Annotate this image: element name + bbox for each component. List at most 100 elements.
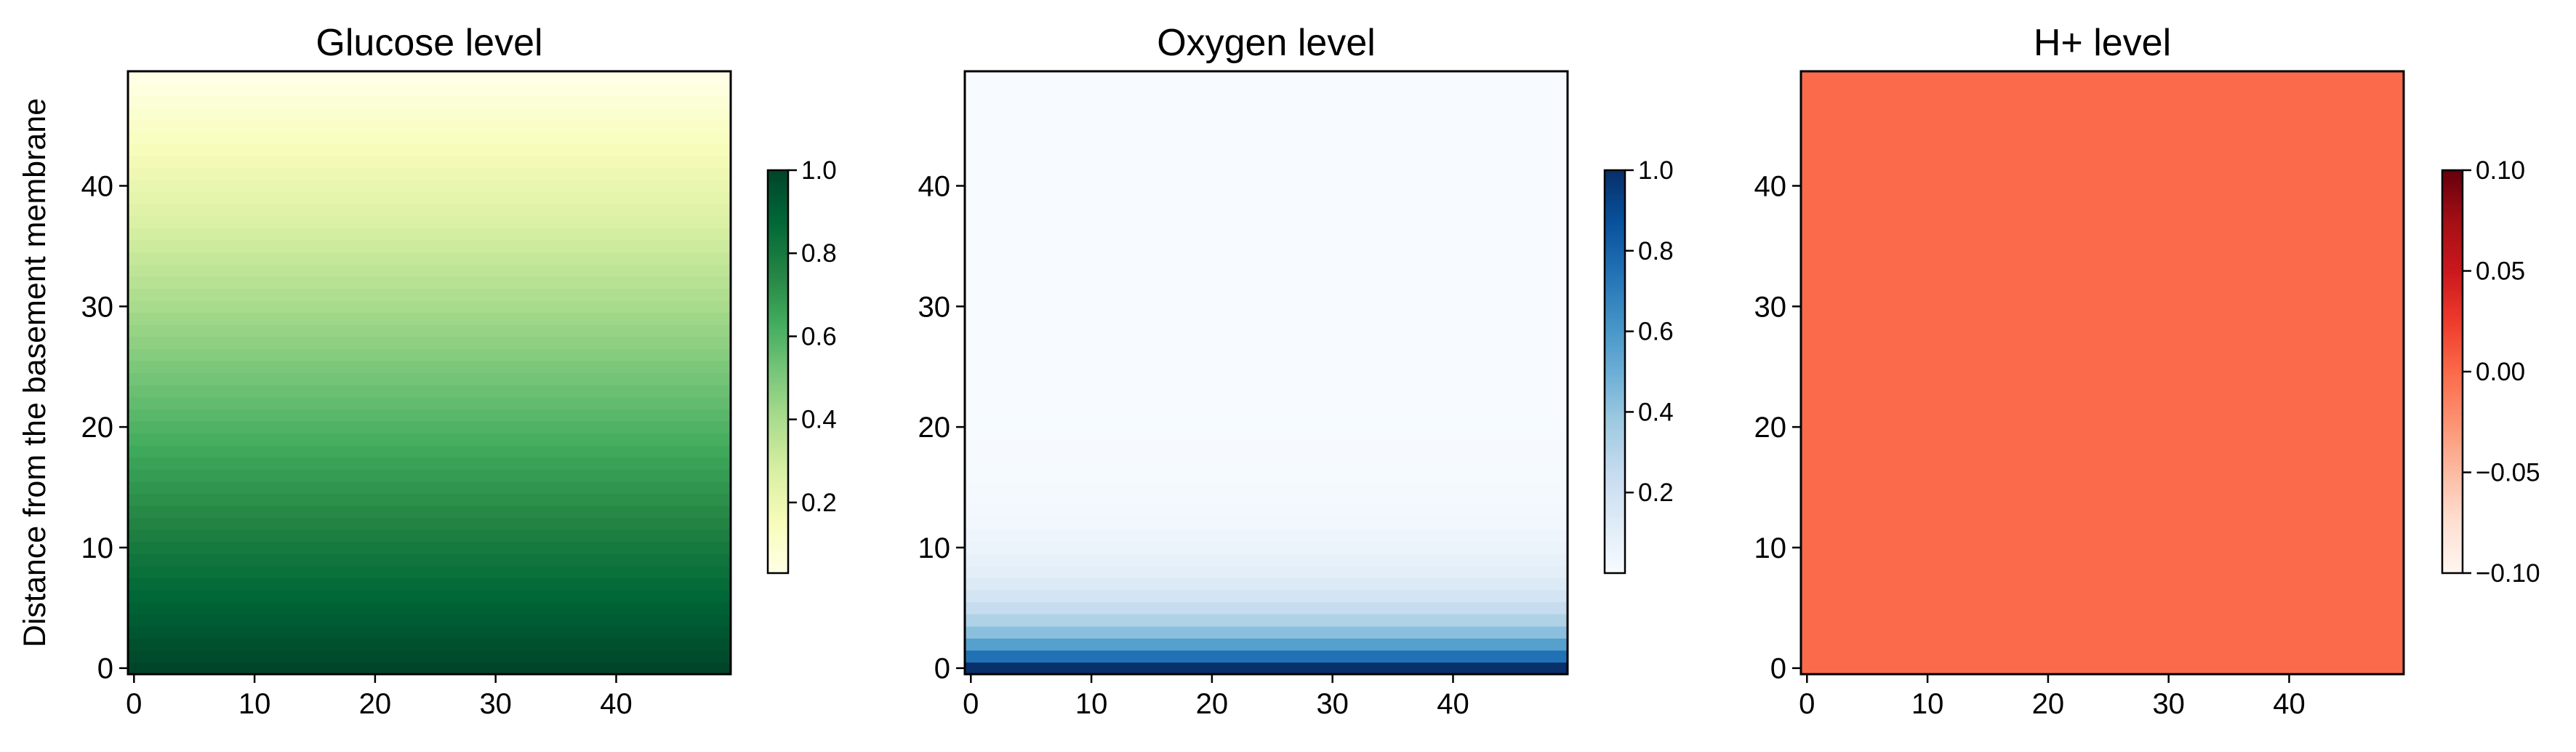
colorbar-segment	[768, 515, 788, 519]
colorbar-segment	[768, 419, 788, 423]
colorbar-segment	[1605, 243, 1625, 247]
colorbar-tick-label: −0.05	[2476, 459, 2540, 487]
glucose-panel: Glucose level 0 10 20 30 40 0 10 20 30 40 Distance …	[17, 22, 837, 720]
colorbar-segment	[1605, 525, 1625, 529]
y-axis-label: Distance from the basement membrane	[17, 98, 52, 647]
colorbar-segment	[1605, 203, 1625, 207]
colorbar-segment	[1605, 470, 1625, 473]
colorbar-segment	[1605, 372, 1625, 375]
colorbar-segment	[1605, 522, 1625, 526]
colorbar-segment	[2442, 503, 2463, 506]
colorbar-segment	[2442, 283, 2463, 287]
colorbar-segment	[768, 367, 788, 370]
colorbar-segment	[768, 455, 788, 458]
colorbar-segment	[2442, 353, 2463, 357]
colorbar-tick-label: 0.6	[1638, 318, 1674, 346]
colorbar-segment	[2442, 417, 2463, 420]
heatmap-row	[965, 565, 1568, 578]
colorbar-segment	[768, 170, 788, 174]
colorbar-segment	[2442, 271, 2463, 274]
colorbar-segment	[1605, 271, 1625, 274]
colorbar-segment	[768, 384, 788, 388]
heatmap-row	[965, 360, 1568, 374]
colorbar-segment	[1605, 563, 1625, 567]
colorbar-segment	[2442, 346, 2463, 350]
colorbar-segment	[2442, 515, 2463, 519]
colorbar-segment	[768, 301, 788, 305]
colorbar-segment	[768, 444, 788, 448]
heatmap-row	[965, 240, 1568, 253]
heatmap-row	[128, 662, 731, 675]
colorbar-segment	[1605, 183, 1625, 186]
colorbar-segment	[768, 497, 788, 501]
colorbar-segment	[768, 537, 788, 541]
colorbar-segment	[768, 374, 788, 377]
colorbar-segment	[768, 532, 788, 536]
heatmap-row	[1801, 324, 2404, 337]
heatmap-row	[965, 625, 1568, 639]
colorbar-segment	[768, 316, 788, 319]
colorbar-segment	[2442, 465, 2463, 468]
colorbar-segment	[768, 522, 788, 526]
colorbar-segment	[2442, 303, 2463, 307]
colorbar-segment	[2442, 288, 2463, 292]
colorbar-segment	[1605, 530, 1625, 534]
colorbar-tick-label: 0.6	[801, 322, 837, 351]
colorbar-tick-label: 0.8	[1638, 237, 1674, 265]
colorbar-segment	[2442, 367, 2463, 370]
colorbar-segment	[2442, 389, 2463, 393]
colorbar-segment	[2442, 263, 2463, 267]
heatmap-row	[1801, 396, 2404, 409]
colorbar-segment	[2442, 447, 2463, 450]
colorbar-segment	[768, 207, 788, 211]
heatmap-row	[965, 131, 1568, 145]
heatmap-row	[1801, 601, 2404, 615]
colorbar-segment	[2442, 205, 2463, 209]
colorbar-segment	[768, 545, 788, 548]
heatmap-row	[1801, 433, 2404, 446]
x-tick-label: 40	[600, 688, 633, 720]
colorbar-segment	[1605, 527, 1625, 531]
colorbar-segment	[2442, 250, 2463, 254]
colorbar-segment	[1605, 391, 1625, 395]
colorbar-segment	[1605, 394, 1625, 398]
colorbar-segment	[768, 560, 788, 564]
colorbar-segment	[2442, 253, 2463, 257]
colorbar-segment	[768, 298, 788, 302]
colorbar-segment	[1605, 532, 1625, 536]
colorbar-segment	[1605, 207, 1625, 211]
heatmap-row	[128, 252, 731, 265]
heatmap-row	[965, 662, 1568, 675]
colorbar-segment	[2442, 532, 2463, 536]
colorbar-segment	[2442, 210, 2463, 214]
colorbar-segment	[2442, 316, 2463, 319]
colorbar-segment	[1605, 376, 1625, 380]
colorbar-tick-label: 0.05	[2476, 257, 2525, 286]
heatmap-row	[965, 71, 1568, 84]
heatmap-row	[128, 336, 731, 349]
colorbar-segment	[2442, 427, 2463, 431]
y-tick-label: 30	[918, 291, 951, 323]
x-tick-label: 20	[1196, 688, 1229, 720]
colorbar-segment	[1605, 401, 1625, 405]
colorbar-segment	[768, 311, 788, 314]
colorbar-segment	[2442, 422, 2463, 425]
colorbar-segment	[768, 183, 788, 186]
heatmap-row	[128, 204, 731, 217]
colorbar-segment	[2442, 233, 2463, 236]
colorbar-tick-label: 0.00	[2476, 358, 2525, 386]
colorbar-segment	[2442, 460, 2463, 463]
heatmap-row	[128, 577, 731, 591]
colorbar-segment	[2442, 537, 2463, 541]
colorbar-segment	[768, 341, 788, 345]
colorbar-segment	[768, 288, 788, 292]
heatmap-row	[1801, 505, 2404, 519]
colorbar-segment	[768, 401, 788, 405]
colorbar-segment	[1605, 283, 1625, 287]
colorbar-segment	[2442, 394, 2463, 398]
colorbar-segment	[768, 331, 788, 335]
y-tick-label: 0	[1770, 653, 1786, 685]
colorbar-segment	[1605, 240, 1625, 244]
colorbar-segment	[1605, 535, 1625, 539]
